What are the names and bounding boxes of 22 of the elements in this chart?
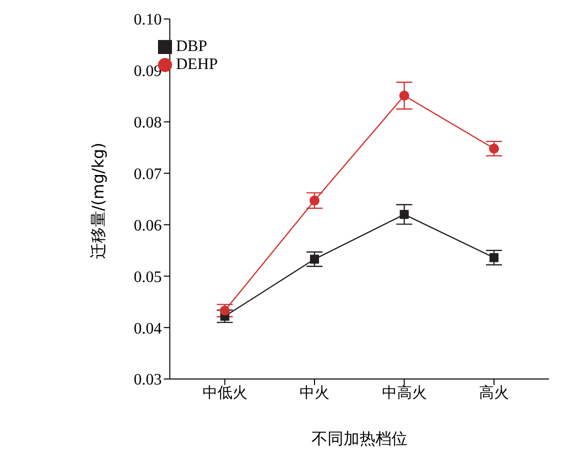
point bbox=[310, 196, 320, 206]
point bbox=[490, 253, 498, 262]
y-tick-label: 0.06 bbox=[134, 217, 162, 234]
legend-label: DEHP bbox=[176, 56, 218, 73]
y-tick-label: 0.03 bbox=[134, 372, 162, 389]
x-tick-label: 中低火 bbox=[202, 384, 248, 402]
y-tick-label: 0.04 bbox=[134, 320, 162, 338]
x-axis-title: 不同加热档位 bbox=[311, 429, 408, 448]
legend-label: DBP bbox=[176, 38, 208, 55]
y-tick-label: 0.08 bbox=[134, 114, 162, 132]
point bbox=[310, 254, 320, 264]
y-tick-label: 0.07 bbox=[134, 166, 162, 183]
x-tick-label: 中火 bbox=[300, 384, 330, 402]
y-axis-title: 迁移量/(mg/kg) bbox=[88, 142, 108, 259]
x-tick-label: 中高火 bbox=[382, 384, 427, 402]
y-tick-label: 0.05 bbox=[134, 268, 162, 286]
point bbox=[220, 306, 230, 316]
point bbox=[399, 90, 410, 101]
point bbox=[400, 210, 409, 219]
y-tick-label: 0.10 bbox=[134, 12, 162, 29]
x-tick-label: 高火 bbox=[479, 384, 509, 402]
point bbox=[489, 144, 499, 154]
